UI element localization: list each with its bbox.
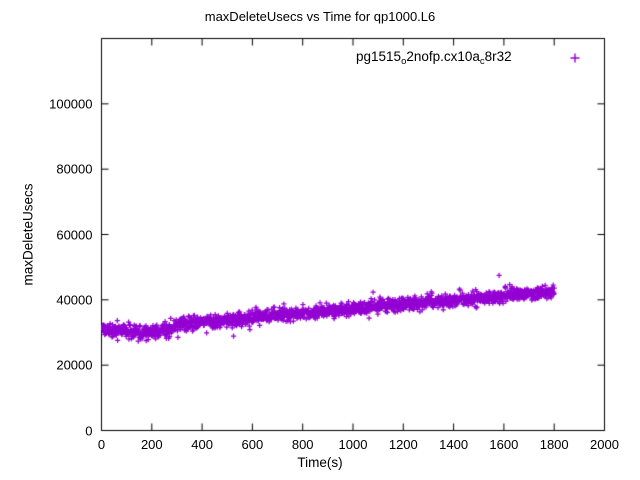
x-tick-label: 1800 <box>539 436 569 452</box>
x-tick-label: 600 <box>241 436 264 452</box>
x-tick-label: 1200 <box>388 436 418 452</box>
y-tick-label: 0 <box>85 423 93 438</box>
y-tick-label: 100000 <box>49 96 93 112</box>
x-tick-label: 0 <box>97 436 106 452</box>
x-tick-label: 1000 <box>338 436 368 452</box>
x-tick-label: 1600 <box>489 436 519 452</box>
y-tick-label: 60000 <box>56 227 93 242</box>
x-tick-label: 2000 <box>590 436 619 452</box>
y-tick-label: 40000 <box>56 292 93 308</box>
x-tick-label: 800 <box>291 436 314 452</box>
y-tick-label: 20000 <box>56 357 93 373</box>
y-tick-label: 80000 <box>56 161 93 177</box>
x-axis-title: Time(s) <box>297 455 343 470</box>
legend-entry-label: pg1515o2nofp.cx10ac8r32 <box>356 49 512 67</box>
chart-title: maxDeleteUsecs vs Time for qp1000.L6 <box>204 9 436 24</box>
x-tick-label: 400 <box>191 436 213 452</box>
x-tick-label: 1400 <box>439 436 469 452</box>
x-tick-label: 200 <box>140 436 163 452</box>
